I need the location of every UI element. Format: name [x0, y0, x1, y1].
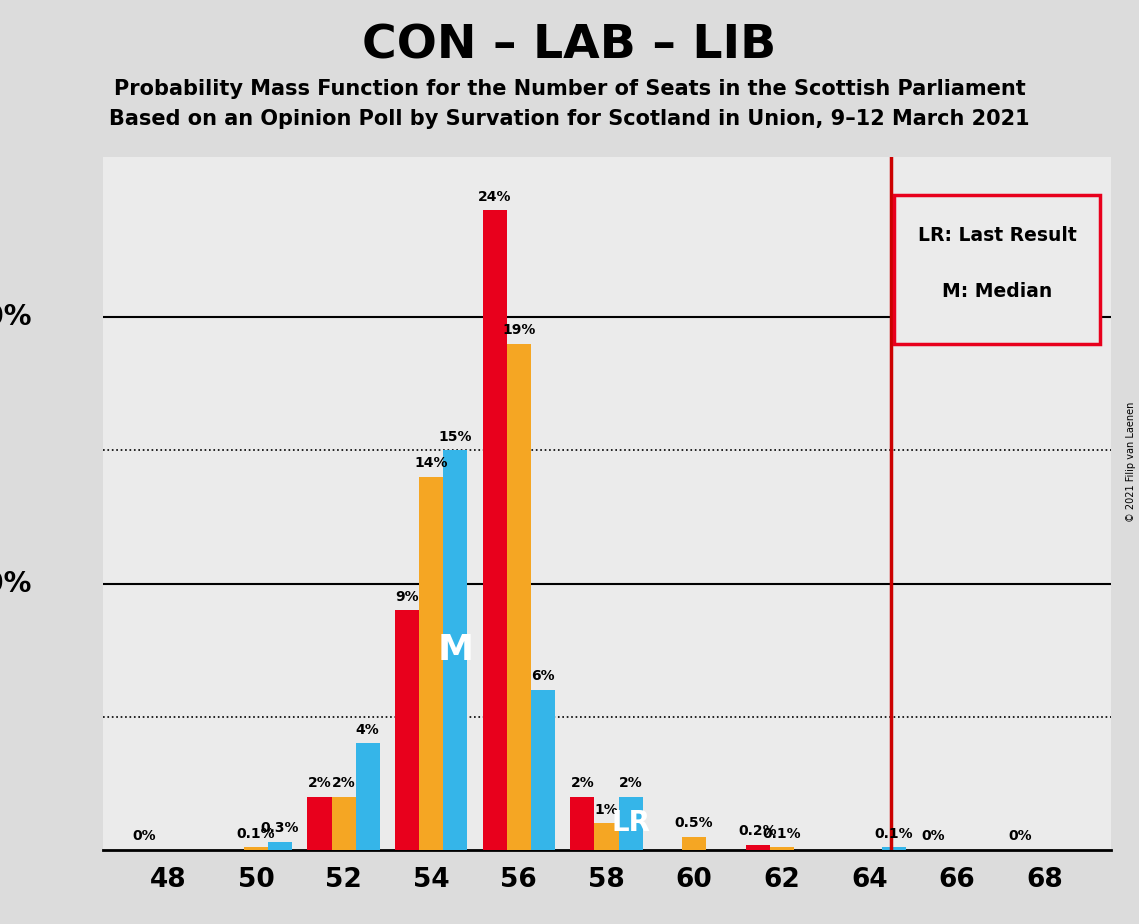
Text: 0.5%: 0.5%: [675, 816, 713, 830]
FancyBboxPatch shape: [894, 195, 1100, 345]
Text: 0.1%: 0.1%: [875, 827, 912, 841]
Bar: [571, 796, 595, 850]
Bar: [268, 842, 292, 850]
Text: Based on an Opinion Poll by Survation for Scotland in Union, 9–12 March 2021: Based on an Opinion Poll by Survation fo…: [109, 109, 1030, 129]
Text: 0.3%: 0.3%: [261, 821, 300, 835]
Bar: [443, 450, 467, 850]
Text: 24%: 24%: [478, 189, 511, 203]
Text: 0.1%: 0.1%: [237, 827, 276, 841]
Text: 9%: 9%: [395, 590, 419, 603]
Bar: [244, 847, 268, 850]
Text: 4%: 4%: [355, 723, 379, 736]
Bar: [595, 823, 618, 850]
Text: 2%: 2%: [308, 776, 331, 790]
Text: 1%: 1%: [595, 803, 618, 817]
Bar: [682, 837, 706, 850]
Text: LR: LR: [612, 809, 650, 837]
Text: Probability Mass Function for the Number of Seats in the Scottish Parliament: Probability Mass Function for the Number…: [114, 79, 1025, 99]
Bar: [882, 847, 906, 850]
Bar: [507, 344, 531, 850]
Text: 0.1%: 0.1%: [762, 827, 801, 841]
Bar: [746, 845, 770, 850]
Text: 0.2%: 0.2%: [738, 824, 777, 838]
Bar: [419, 477, 443, 850]
Bar: [618, 796, 642, 850]
Text: M: M: [437, 633, 474, 667]
Text: 15%: 15%: [439, 430, 472, 444]
Text: 6%: 6%: [531, 670, 555, 684]
Text: 20%: 20%: [0, 303, 32, 331]
Bar: [531, 690, 555, 850]
Text: 2%: 2%: [331, 776, 355, 790]
Text: © 2021 Filip van Laenen: © 2021 Filip van Laenen: [1126, 402, 1136, 522]
Text: CON – LAB – LIB: CON – LAB – LIB: [362, 23, 777, 68]
Bar: [395, 610, 419, 850]
Text: 19%: 19%: [502, 323, 535, 337]
Bar: [770, 847, 794, 850]
Text: 2%: 2%: [618, 776, 642, 790]
Text: M: Median: M: Median: [942, 282, 1052, 301]
Text: 10%: 10%: [0, 569, 32, 598]
Bar: [483, 211, 507, 850]
Text: LR: Last Result: LR: Last Result: [918, 226, 1076, 246]
Bar: [331, 796, 355, 850]
Bar: [355, 744, 379, 850]
Bar: [308, 796, 331, 850]
Text: 14%: 14%: [415, 456, 448, 470]
Text: 0%: 0%: [1009, 830, 1032, 844]
Text: 0%: 0%: [921, 830, 945, 844]
Text: 0%: 0%: [132, 830, 156, 844]
Text: 2%: 2%: [571, 776, 595, 790]
